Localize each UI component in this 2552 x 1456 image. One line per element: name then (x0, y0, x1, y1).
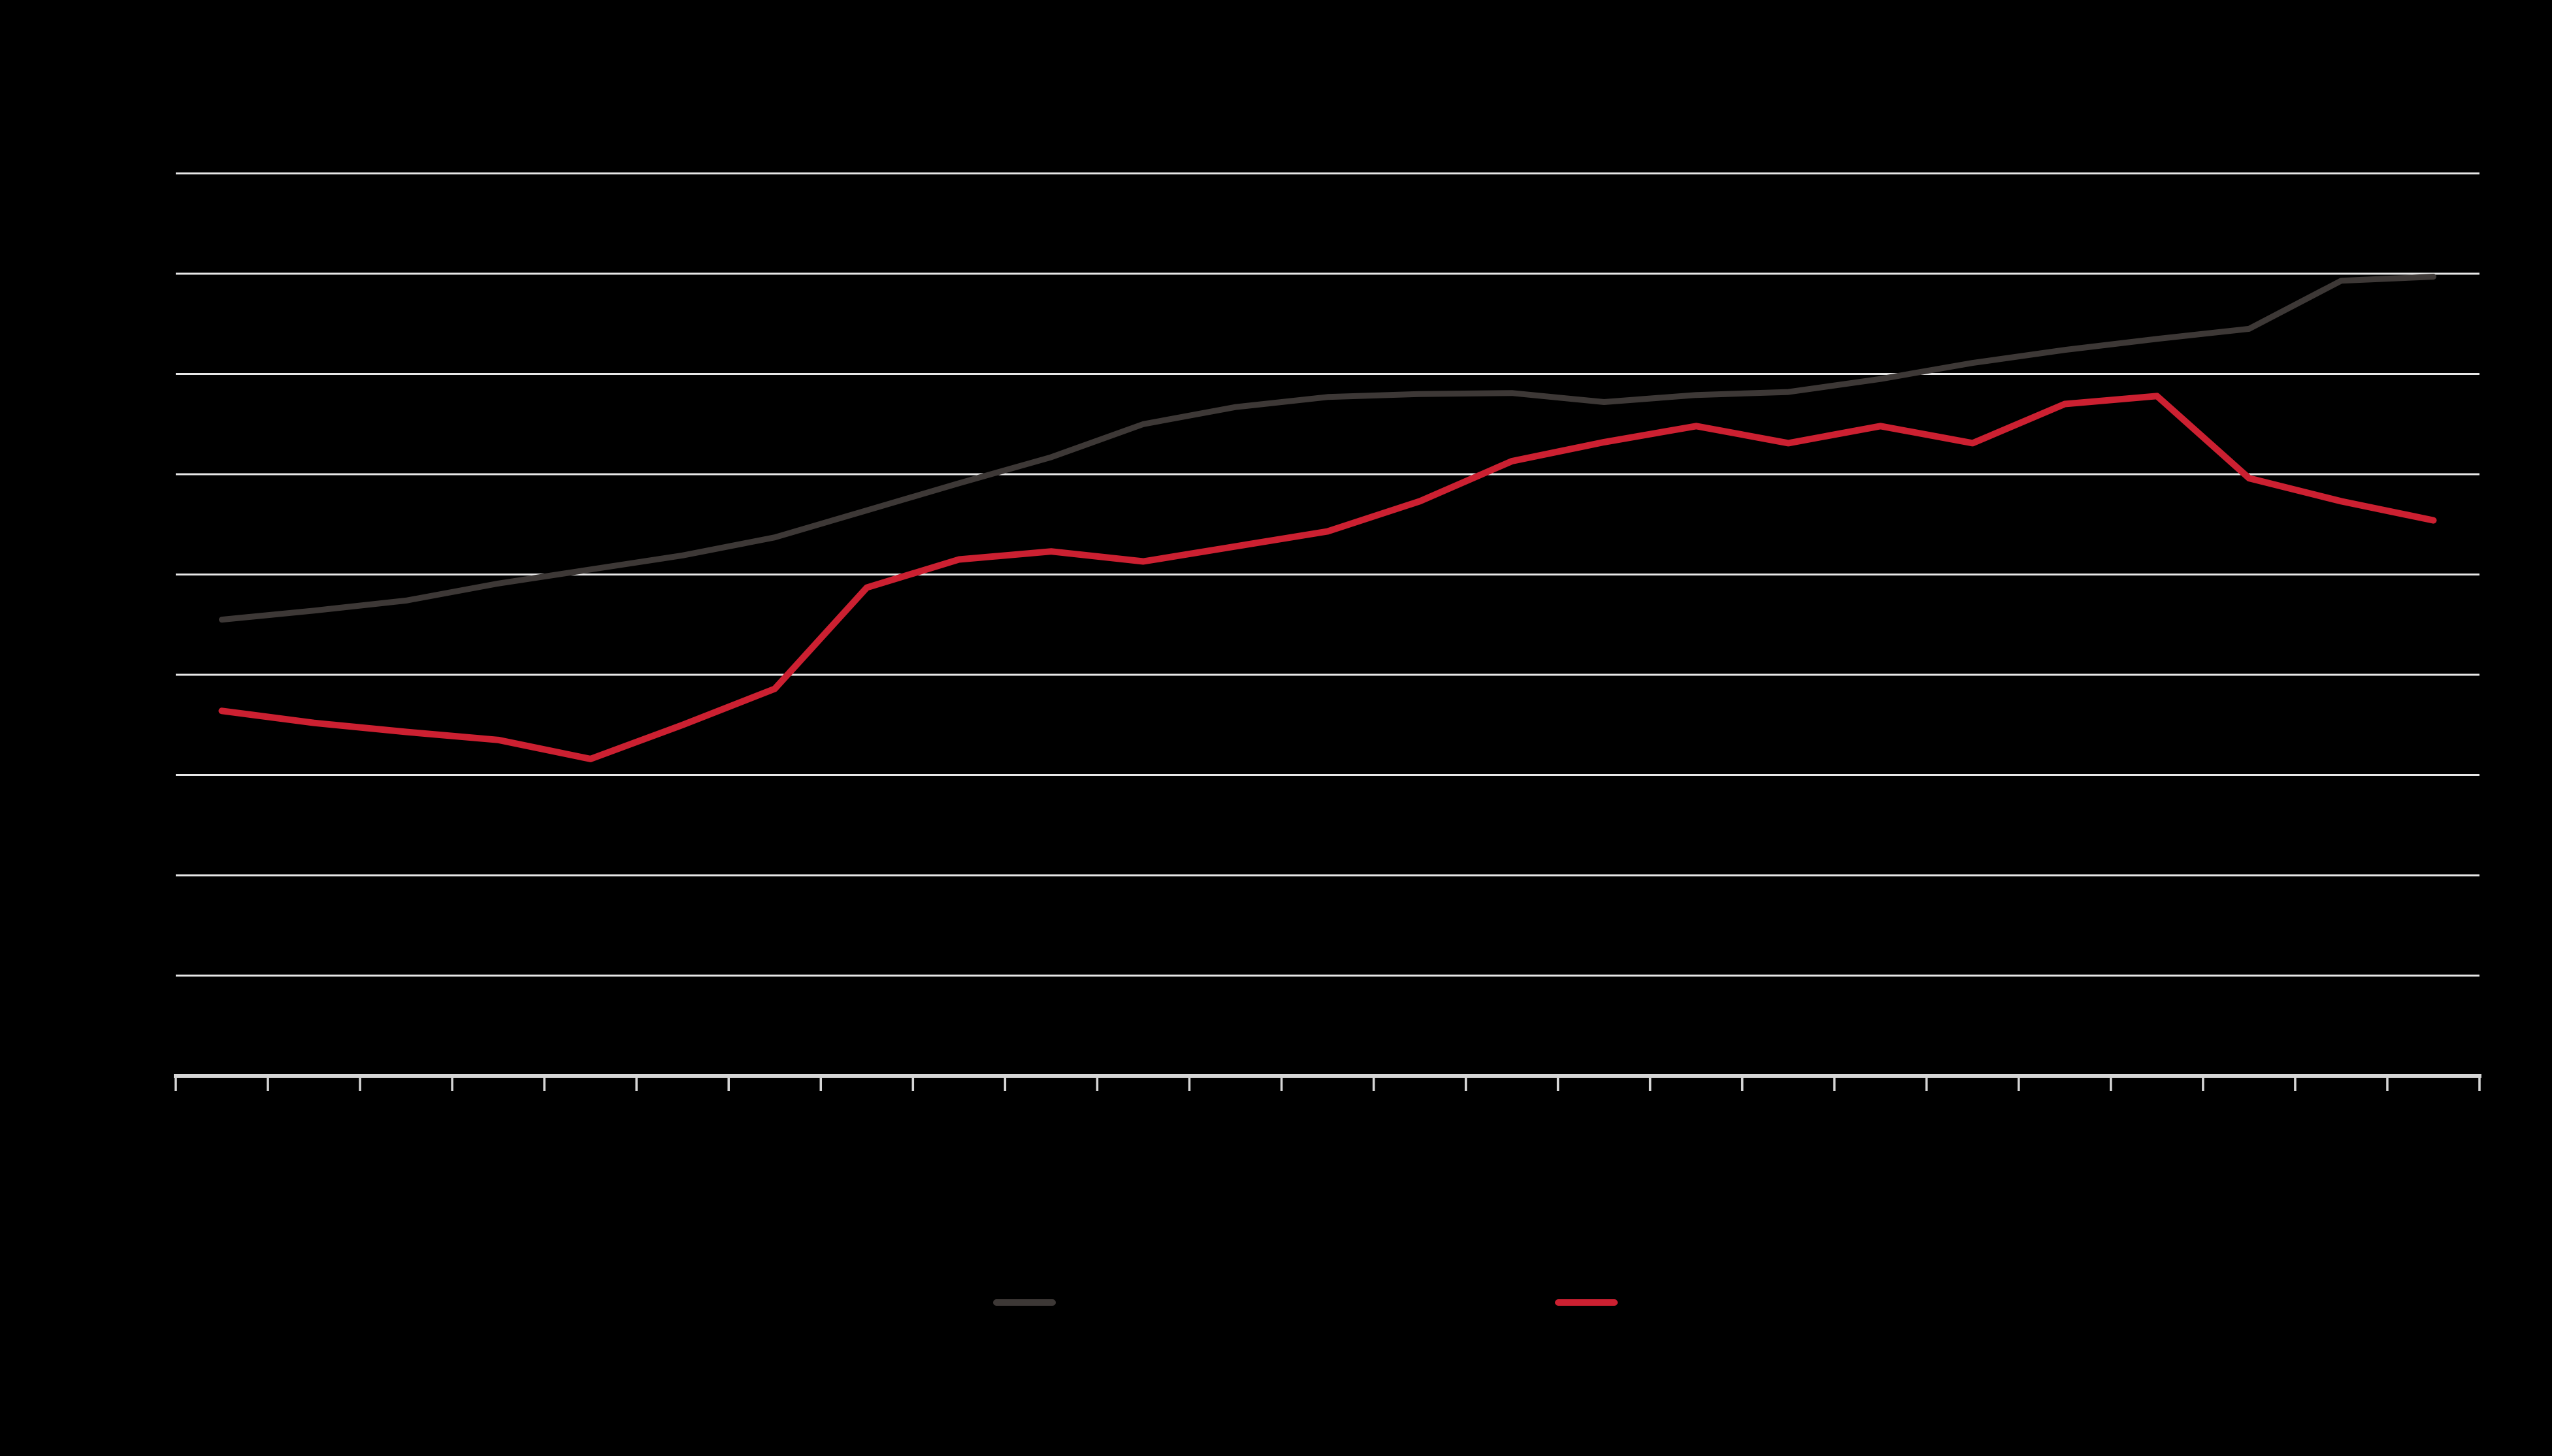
gray-series-line (219, 274, 2436, 623)
legend-swatch-gray (993, 1299, 1056, 1306)
legend-swatch-red (1555, 1299, 1618, 1306)
red-series-line (218, 393, 2437, 762)
